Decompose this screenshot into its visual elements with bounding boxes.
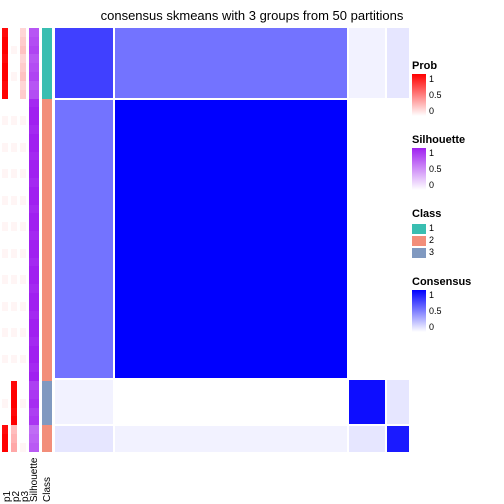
plot-area [2, 28, 409, 452]
annotation-p3 [20, 28, 26, 452]
annotation-p2 [11, 28, 17, 452]
legend-prob: Prob10.50 [412, 60, 502, 116]
legend-class: Class123 [412, 208, 502, 258]
label-Class: Class [42, 454, 52, 502]
label-Silhouette: Silhouette [29, 454, 39, 502]
annotation-Silhouette [29, 28, 39, 452]
page-title: consensus skmeans with 3 groups from 50 … [0, 0, 504, 27]
legend-silhouette: Silhouette10.50 [412, 134, 502, 190]
annotation-p1 [2, 28, 8, 452]
column-labels: p1p2p3SilhouetteClass [2, 454, 52, 502]
annotation-Class [42, 28, 52, 452]
consensus-heatmap [55, 28, 409, 452]
label-p1: p1 [2, 454, 8, 502]
label-p2: p2 [11, 454, 17, 502]
label-p3: p3 [20, 454, 26, 502]
legends: Prob10.50 Silhouette10.50 Class123 Consensu… [412, 60, 502, 350]
legend-consensus: Consensus10.50 [412, 276, 502, 332]
